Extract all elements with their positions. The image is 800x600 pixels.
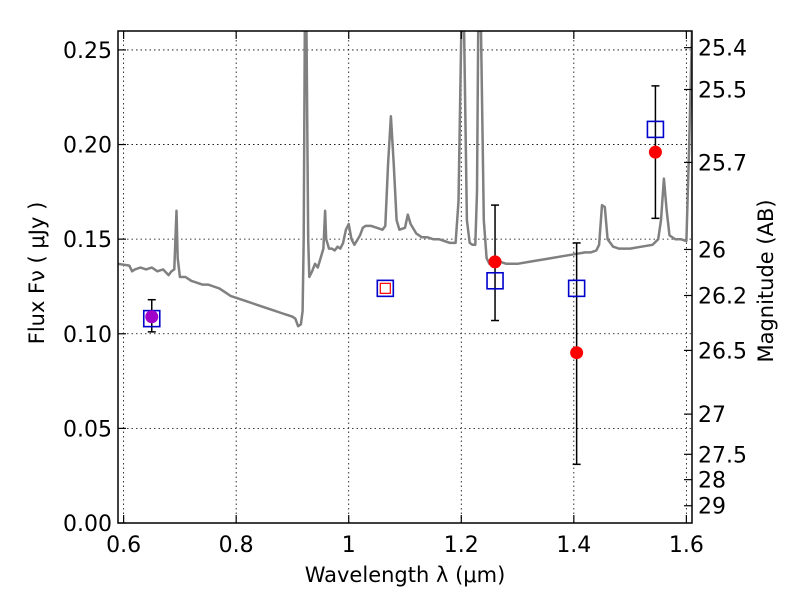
y-tick-label: 0.15 xyxy=(63,228,112,253)
model-square-marker xyxy=(567,279,586,298)
y-axis-label: Flux Fν ( μJy ) xyxy=(25,202,49,345)
spectrum-layer xyxy=(118,31,692,328)
y-axis-right-label: Magnitude (AB) xyxy=(754,199,778,362)
magnitude-tick-label: 25.7 xyxy=(698,151,747,176)
magnitude-tick-label: 27 xyxy=(698,403,726,428)
x-tick-label: 0.8 xyxy=(219,533,254,558)
magnitude-tick-label: 27.5 xyxy=(698,443,747,468)
x-tick-label: 0.6 xyxy=(106,533,141,558)
x-tick-label: 1 xyxy=(342,533,356,558)
y-tick-label: 0.25 xyxy=(63,39,112,64)
y-tick-labels: 0.00 0.05 0.10 0.15 0.20 0.25 xyxy=(63,39,112,537)
y-tick-label: 0.20 xyxy=(63,134,112,159)
y-tick-label: 0.00 xyxy=(63,512,112,537)
observed-square-marker xyxy=(379,282,391,294)
magnitude-tick-label: 26 xyxy=(698,238,726,263)
model-square-marker xyxy=(486,271,504,290)
y-tick-label: 0.10 xyxy=(63,323,112,348)
magnitude-tick-label: 25.4 xyxy=(698,37,747,62)
x-tick-labels: 0.6 0.8 1 1.2 1.4 1.6 xyxy=(106,533,704,558)
magnitude-tick-label: 28 xyxy=(698,469,726,494)
plot-frame xyxy=(117,30,693,524)
markers-layer xyxy=(142,120,665,360)
observed-point xyxy=(570,346,584,360)
magnitude-tick-label: 25.5 xyxy=(698,78,747,103)
x-tick-label: 1.6 xyxy=(669,533,704,558)
observed-point xyxy=(648,145,662,159)
x-tick-label: 1.2 xyxy=(444,533,479,558)
model-square-marker xyxy=(376,279,395,298)
model-square-marker xyxy=(646,120,665,139)
magnitude-tick-label: 29 xyxy=(698,495,726,520)
magnitude-tick-label: 26.5 xyxy=(698,339,747,364)
observed-point xyxy=(488,255,502,269)
axis-ticks xyxy=(118,31,692,524)
x-tick-label: 1.4 xyxy=(556,533,591,558)
x-axis-label: Wavelength λ (μm) xyxy=(305,563,506,587)
y-tick-label: 0.05 xyxy=(63,417,112,442)
spectrum-line xyxy=(118,31,692,328)
observed-point xyxy=(145,310,159,324)
magnitude-tick-label: 26.2 xyxy=(698,284,747,309)
